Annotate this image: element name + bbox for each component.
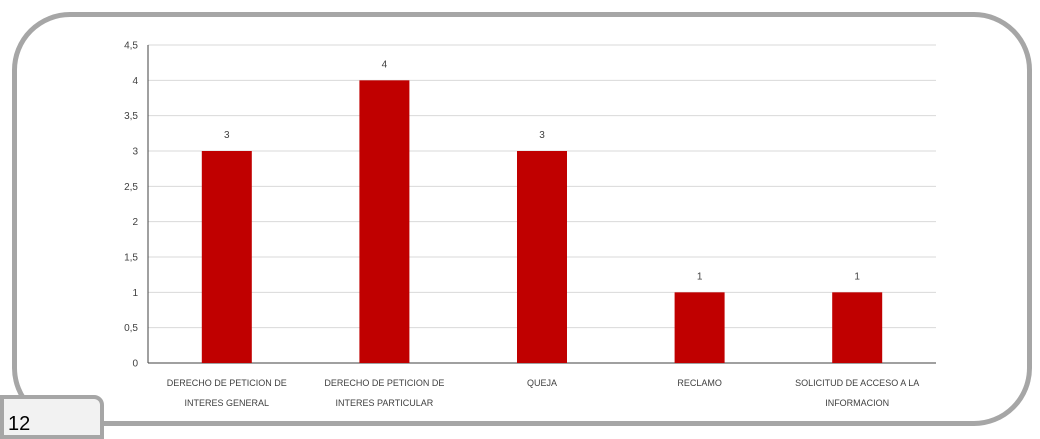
bar — [674, 292, 725, 363]
data-label: 4 — [382, 59, 388, 70]
data-label: 1 — [854, 271, 860, 282]
y-tick-label: 0,5 — [124, 323, 138, 334]
data-label: 1 — [697, 271, 703, 282]
y-tick-label: 3 — [132, 147, 138, 158]
x-tick-label: INFORMACION — [825, 398, 889, 408]
page-number: 12 — [8, 413, 31, 435]
x-tick-label: SOLICITUD DE ACCESO A LA — [795, 378, 919, 388]
x-tick-label: RECLAMO — [677, 378, 722, 388]
page-number-tab: 12 — [0, 395, 104, 439]
bar — [832, 292, 883, 363]
bar — [201, 151, 252, 363]
y-tick-label: 1,5 — [124, 253, 138, 264]
data-label: 3 — [224, 130, 230, 141]
y-tick-label: 4 — [132, 76, 138, 87]
data-label: 3 — [539, 130, 545, 141]
y-tick-label: 0 — [132, 359, 138, 370]
x-tick-label: INTERES PARTICULAR — [336, 398, 434, 408]
y-tick-label: 2 — [132, 217, 138, 228]
y-tick-label: 3,5 — [124, 111, 138, 122]
x-tick-label: INTERES GENERAL — [185, 398, 270, 408]
bar — [517, 151, 567, 363]
x-tick-label: DERECHO DE PETICION DE — [167, 378, 287, 388]
bar — [359, 80, 410, 363]
x-tick-label: DERECHO DE PETICION DE — [324, 378, 444, 388]
x-tick-label: QUEJA — [527, 378, 557, 388]
y-tick-label: 1 — [132, 288, 138, 299]
y-tick-label: 4,5 — [124, 41, 138, 52]
y-tick-label: 2,5 — [124, 182, 138, 193]
